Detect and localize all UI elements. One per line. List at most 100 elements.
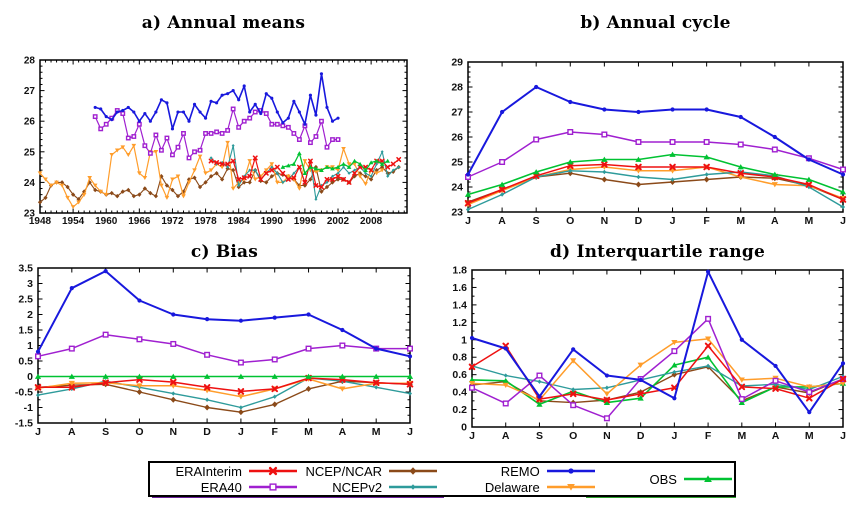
svg-text:J: J [238, 426, 244, 438]
legend-label: ERAInterim [175, 463, 242, 479]
legend-item-delaware: Delaware [439, 479, 597, 495]
svg-text:2.5: 2.5 [18, 294, 33, 306]
legend: ERAInterim ERA40 NCEP/NCAR NCEPv2 REMO Delawa… [148, 461, 736, 497]
svg-text:1978: 1978 [194, 216, 217, 227]
svg-text:26: 26 [451, 132, 463, 144]
svg-text:M: M [736, 215, 745, 227]
svg-text:J: J [840, 430, 846, 442]
svg-text:F: F [705, 430, 712, 442]
legend-item-ncepv2: NCEPv2 [299, 479, 439, 495]
svg-text:J: J [670, 215, 676, 227]
svg-text:0.2: 0.2 [452, 404, 467, 416]
svg-text:1.8: 1.8 [452, 265, 467, 277]
svg-text:J: J [465, 215, 471, 227]
svg-text:0.8: 0.8 [452, 352, 467, 364]
svg-text:J: J [840, 215, 846, 227]
svg-text:J: J [671, 430, 677, 442]
svg-text:3.5: 3.5 [18, 263, 33, 275]
legend-item-remo: REMO [439, 463, 597, 479]
stray-green-line [586, 496, 736, 498]
svg-text:1960: 1960 [95, 216, 118, 227]
panel-b-annual-cycle-chart: 23 24 25 26 27 28 29 J A S O N D J F M A M J [451, 57, 847, 227]
svg-text:1: 1 [27, 340, 33, 352]
svg-text:D: D [635, 215, 643, 227]
svg-text:3: 3 [27, 278, 33, 290]
svg-text:29: 29 [451, 57, 463, 69]
svg-text:M: M [805, 215, 814, 227]
svg-text:2008: 2008 [360, 216, 383, 227]
svg-text:D: D [637, 430, 645, 442]
svg-text:J: J [469, 430, 475, 442]
panel-c-bias-chart: -1.5 -1 -0.5 0 0.5 1 1.5 2 2.5 3 3.5 J A S O N D J F M A M J [15, 263, 414, 438]
svg-text:26: 26 [24, 117, 36, 128]
legend-column: NCEP/NCAR NCEPv2 [299, 463, 439, 495]
svg-text:A: A [68, 426, 76, 438]
svg-text:1972: 1972 [161, 216, 184, 227]
svg-text:1984: 1984 [228, 216, 251, 227]
svg-text:28: 28 [451, 82, 463, 94]
legend-item-era40: ERA40 [150, 479, 299, 495]
legend-label: ERA40 [200, 479, 242, 495]
svg-text:1996: 1996 [294, 216, 317, 227]
legend-column: ERAInterim ERA40 [150, 463, 299, 495]
legend-swatch-diamond-small-icon [389, 484, 438, 490]
svg-text:N: N [169, 426, 177, 438]
svg-text:1.5: 1.5 [18, 325, 33, 337]
panel-d-interquartile-range-chart: 0 0.2 0.4 0.6 0.8 1 1.2 1.4 1.6 1.8 J A S O N D J F M A M J [452, 265, 847, 442]
svg-text:1.2: 1.2 [452, 317, 467, 329]
svg-text:A: A [339, 426, 347, 438]
panel-b-title: b) Annual cycle [580, 13, 731, 33]
panel-c-title: c) Bias [190, 242, 259, 262]
svg-text:25: 25 [451, 157, 463, 169]
panel-d-title: d) Interquartile range [550, 242, 765, 262]
legend-item-ncep-ncar: NCEP/NCAR [299, 463, 439, 479]
svg-text:M: M [304, 426, 313, 438]
svg-text:M: M [805, 430, 814, 442]
svg-text:24: 24 [24, 178, 36, 189]
legend-column: REMO Delaware [439, 463, 597, 495]
svg-text:M: M [372, 426, 381, 438]
svg-text:O: O [566, 215, 574, 227]
svg-text:S: S [536, 430, 543, 442]
legend-item-erainterim: ERAInterim [150, 463, 299, 479]
svg-text:N: N [601, 215, 609, 227]
svg-text:0.4: 0.4 [452, 387, 467, 399]
svg-text:J: J [407, 426, 413, 438]
svg-text:0: 0 [461, 422, 467, 434]
svg-text:0: 0 [27, 371, 33, 383]
legend-swatch-diamond-icon [389, 467, 438, 475]
svg-text:1990: 1990 [261, 216, 284, 227]
svg-text:28: 28 [24, 56, 36, 67]
svg-text:F: F [703, 215, 710, 227]
svg-text:1.6: 1.6 [452, 282, 467, 294]
svg-text:2002: 2002 [327, 216, 350, 227]
legend-label: NCEPv2 [332, 479, 383, 495]
svg-text:J: J [35, 426, 41, 438]
panel-a-annual-means-chart: 23 24 25 26 27 28 1948 1954 1960 1966 1972 1978 1984… [24, 56, 408, 227]
svg-text:27: 27 [451, 107, 463, 119]
svg-text:O: O [135, 426, 143, 438]
legend-swatch-square-open-icon [248, 483, 297, 491]
svg-text:1948: 1948 [29, 216, 52, 227]
svg-text:-1: -1 [24, 402, 33, 414]
svg-text:1.4: 1.4 [452, 299, 467, 311]
legend-label: NCEP/NCAR [305, 463, 383, 479]
svg-text:23: 23 [451, 207, 463, 219]
svg-text:S: S [533, 215, 540, 227]
panel-a-title: a) Annual means [141, 13, 306, 33]
legend-label: OBS [649, 471, 677, 487]
legend-swatch-circle-icon [546, 468, 595, 474]
legend-label: REMO [500, 463, 540, 479]
svg-text:23: 23 [24, 209, 36, 220]
svg-text:24: 24 [451, 182, 463, 194]
legend-label: Delaware [484, 479, 540, 495]
svg-text:1: 1 [461, 334, 467, 346]
svg-text:0.6: 0.6 [452, 369, 467, 381]
svg-text:27: 27 [24, 86, 36, 97]
svg-text:A: A [502, 430, 510, 442]
stray-purple-line [152, 496, 444, 498]
svg-text:1966: 1966 [128, 216, 151, 227]
legend-swatch-x-icon [248, 466, 297, 476]
svg-text:F: F [272, 426, 279, 438]
